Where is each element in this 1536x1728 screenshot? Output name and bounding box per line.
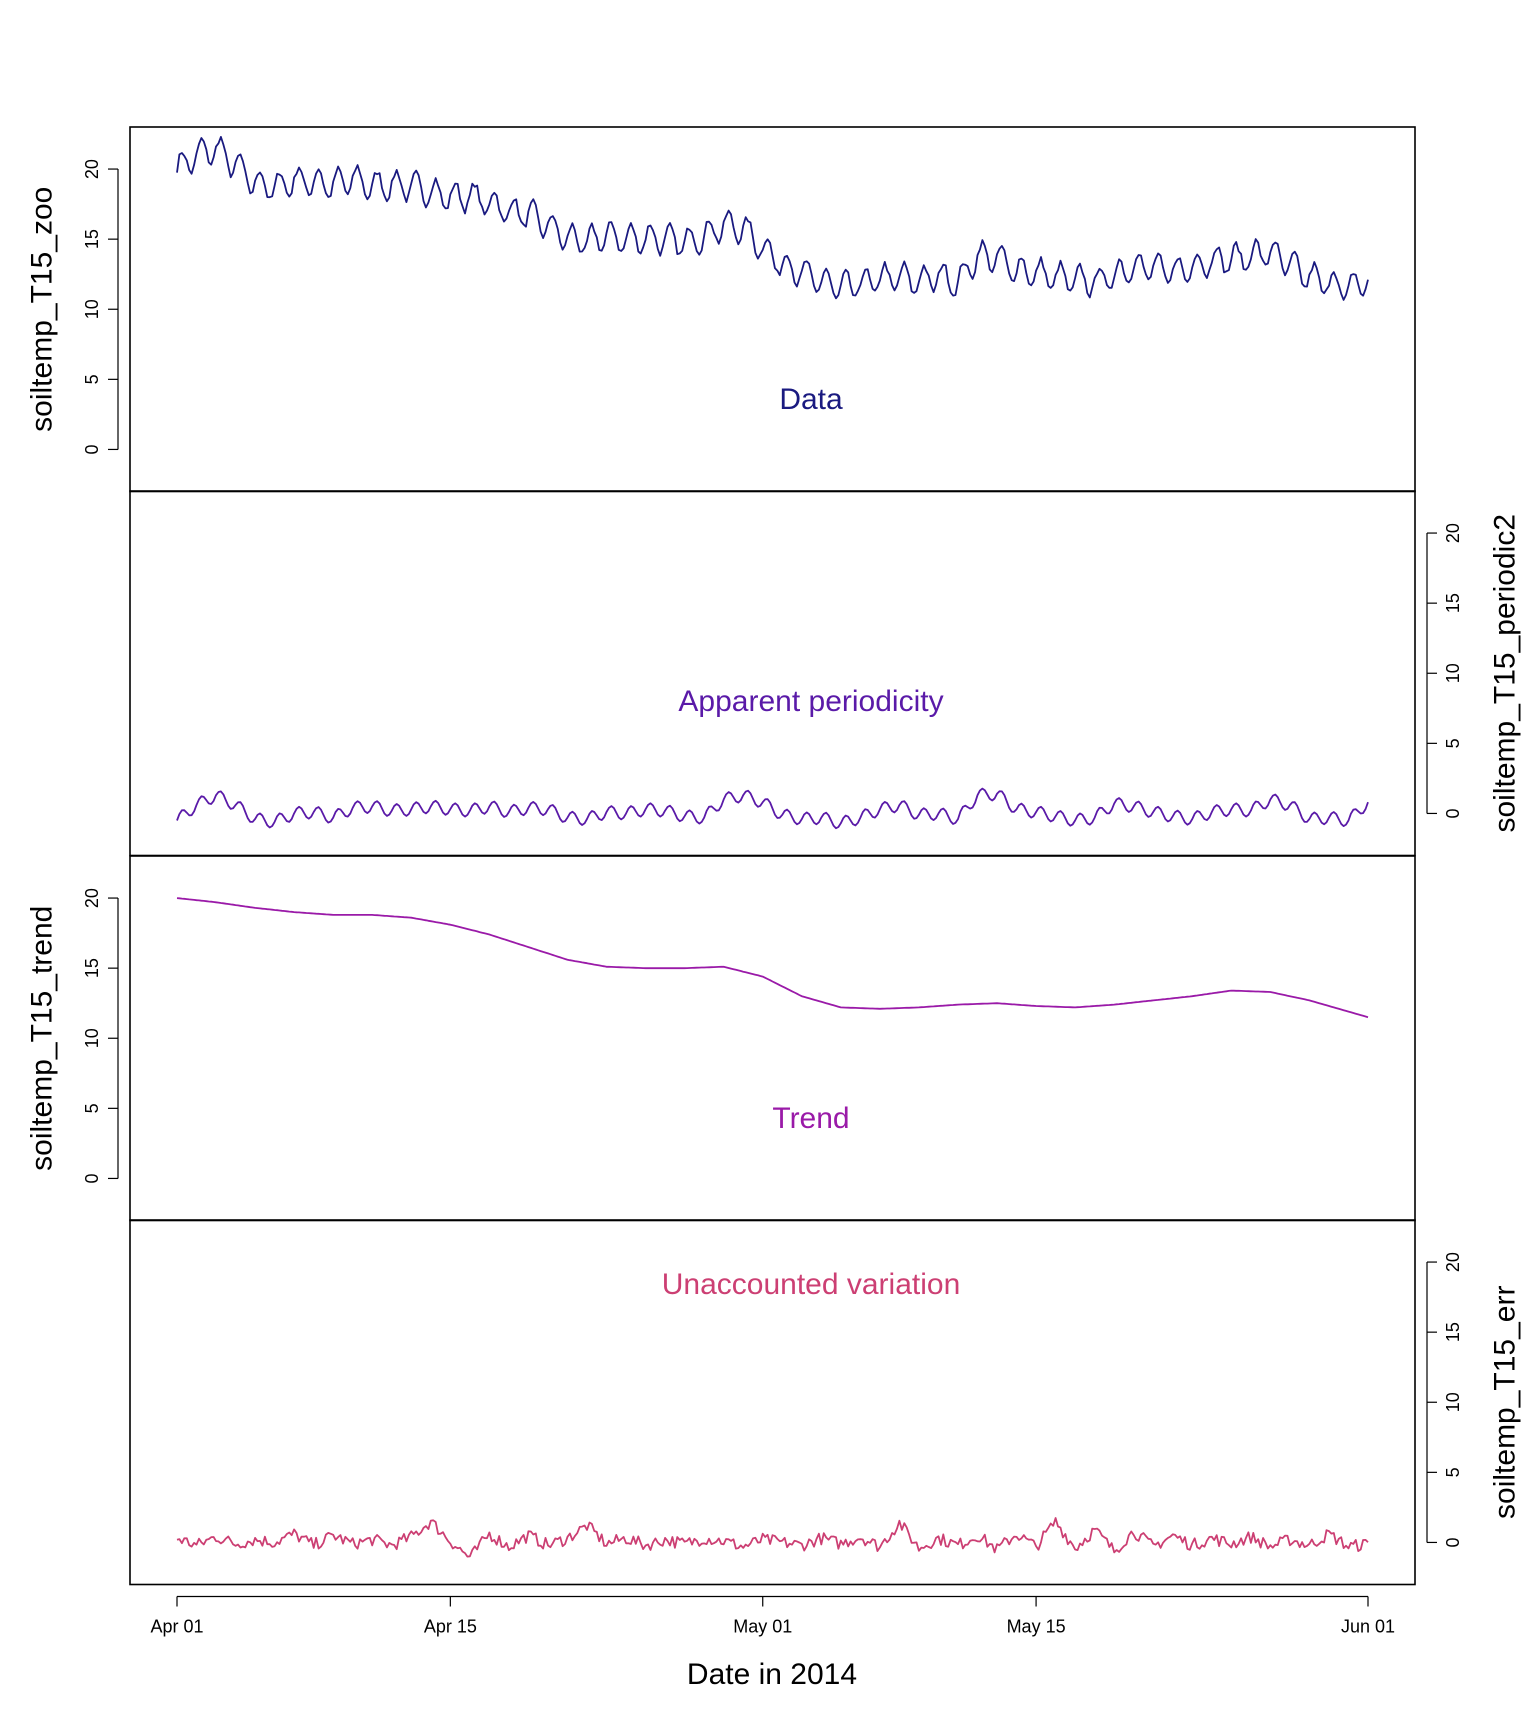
panel-frame: [129, 1219, 1416, 1586]
y-tick-label: 20: [82, 888, 102, 908]
y-tick-label: 15: [82, 958, 102, 978]
y-tick-label: 0: [82, 1173, 102, 1183]
y-tick-label: 5: [82, 1103, 102, 1113]
panel-label: Trend: [772, 1102, 849, 1135]
y-tick-label: 20: [1443, 1252, 1463, 1272]
y-tick-label: 15: [1443, 593, 1463, 613]
x-tick-label: Jun 01: [1341, 1617, 1395, 1637]
series-line: [176, 136, 1369, 301]
y-axis-title: soiltemp_T15_zoo: [26, 187, 59, 432]
y-tick-label: 20: [82, 159, 102, 179]
y-tick-label: 10: [1443, 663, 1463, 683]
series-line: [176, 1517, 1369, 1558]
series-line: [176, 787, 1369, 830]
series-line: [176, 897, 1369, 1019]
y-tick-label: 15: [82, 229, 102, 249]
x-tick-label: May 01: [733, 1617, 792, 1637]
y-tick-label: 20: [1443, 523, 1463, 543]
panel-label: Unaccounted variation: [662, 1268, 961, 1301]
panel-frame: [129, 490, 1416, 857]
y-axis-title: soiltemp_T15_periodic2: [1489, 514, 1522, 833]
y-tick-label: 10: [82, 1028, 102, 1048]
panel-label: Data: [779, 383, 843, 416]
y-tick-label: 0: [1443, 808, 1463, 818]
y-axis-title: soiltemp_T15_err: [1489, 1286, 1522, 1519]
panel-frame: [129, 855, 1416, 1222]
y-tick-label: 5: [82, 374, 102, 384]
y-tick-label: 10: [82, 299, 102, 319]
x-axis-title: Date in 2014: [687, 1658, 857, 1691]
x-tick-label: Apr 15: [424, 1617, 477, 1637]
y-tick-label: 0: [1443, 1537, 1463, 1547]
panel-label: Apparent periodicity: [678, 685, 943, 718]
y-tick-label: 15: [1443, 1322, 1463, 1342]
x-tick-label: Apr 01: [150, 1617, 203, 1637]
y-tick-label: 0: [82, 444, 102, 454]
x-tick-label: May 15: [1007, 1617, 1066, 1637]
y-axis-title: soiltemp_T15_trend: [26, 906, 59, 1171]
y-tick-label: 5: [1443, 738, 1463, 748]
y-tick-label: 5: [1443, 1467, 1463, 1477]
y-tick-label: 10: [1443, 1392, 1463, 1412]
